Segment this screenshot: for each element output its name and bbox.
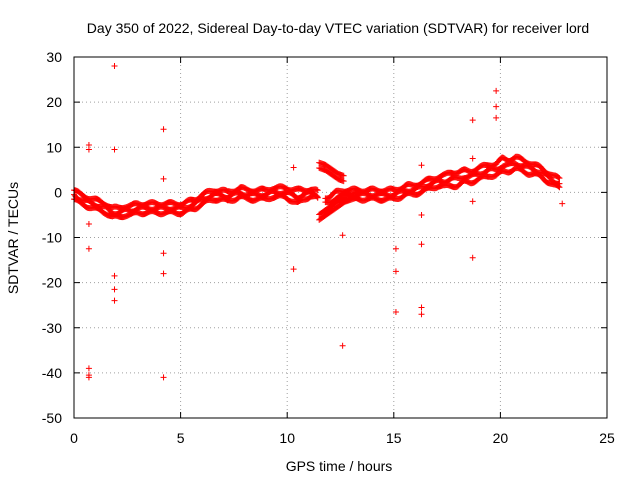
y-tick-label: 0 [54, 184, 62, 200]
outlier-point [493, 103, 500, 110]
x-tick-label: 25 [599, 430, 615, 446]
data-point [340, 172, 347, 179]
outlier-point [339, 342, 346, 349]
outlier-point [85, 245, 92, 252]
y-tick-label: 30 [46, 49, 62, 65]
data-point [314, 194, 321, 201]
outlier-point [493, 114, 500, 121]
outlier-point [559, 200, 566, 207]
outlier-point [290, 164, 297, 171]
data-marks [71, 63, 566, 381]
x-tick-label: 0 [70, 430, 78, 446]
outlier-point [85, 220, 92, 227]
y-tick-label: -40 [42, 365, 62, 381]
x-tick-label: 5 [177, 430, 185, 446]
x-tick-label: 20 [493, 430, 509, 446]
outlier-point [418, 311, 425, 318]
data-point [313, 186, 320, 193]
outlier-point [290, 266, 297, 273]
outlier-point [111, 272, 118, 279]
chart-title: Day 350 of 2022, Sidereal Day-to-day VTE… [87, 20, 589, 36]
outlier-point [160, 175, 167, 182]
y-axis-label: SDTVAR / TECUs [5, 182, 21, 294]
tick-labels: 0 5 10 15 20 25 -50 -40 -30 -20 -10 0 10 20 30 [42, 49, 615, 446]
y-tick-label: -30 [42, 320, 62, 336]
x-tick-label: 10 [279, 430, 295, 446]
outlier-point [160, 250, 167, 257]
outlier-point [418, 304, 425, 311]
outlier-point [392, 308, 399, 315]
outlier-point [493, 87, 500, 94]
y-tick-label: 20 [46, 94, 62, 110]
outlier-point [111, 63, 118, 70]
y-tick-label: -20 [42, 275, 62, 291]
x-tick-label: 15 [386, 430, 402, 446]
outlier-point [469, 155, 476, 162]
data-point [353, 194, 360, 201]
data-point [555, 183, 562, 190]
data-point [353, 189, 360, 196]
outlier-point [469, 117, 476, 124]
plot-frame [73, 56, 608, 419]
outlier-point [469, 254, 476, 261]
outlier-point [418, 241, 425, 248]
outlier-point [85, 374, 92, 381]
grid-layer [74, 57, 607, 418]
outlier-point [160, 126, 167, 133]
outlier-point [160, 374, 167, 381]
data-point [556, 184, 563, 191]
outlier-point [160, 270, 167, 277]
y-tick-label: -10 [42, 230, 62, 246]
outlier-point [111, 297, 118, 304]
outlier-point [85, 146, 92, 153]
outlier-point [418, 211, 425, 218]
outlier-point [111, 286, 118, 293]
y-tick-label: -50 [42, 410, 62, 426]
outlier-point [392, 245, 399, 252]
outlier-point [85, 365, 92, 372]
x-axis-label: GPS time / hours [286, 458, 393, 474]
data-point [314, 187, 321, 194]
outlier-point [392, 268, 399, 275]
data-point [556, 175, 563, 182]
outlier-point [339, 232, 346, 239]
outlier-point [418, 162, 425, 169]
outlier-point [111, 146, 118, 153]
y-tick-label: 10 [46, 139, 62, 155]
data-point [555, 174, 562, 181]
outlier-point [469, 198, 476, 205]
data-point [340, 178, 347, 185]
data-point [313, 193, 320, 200]
